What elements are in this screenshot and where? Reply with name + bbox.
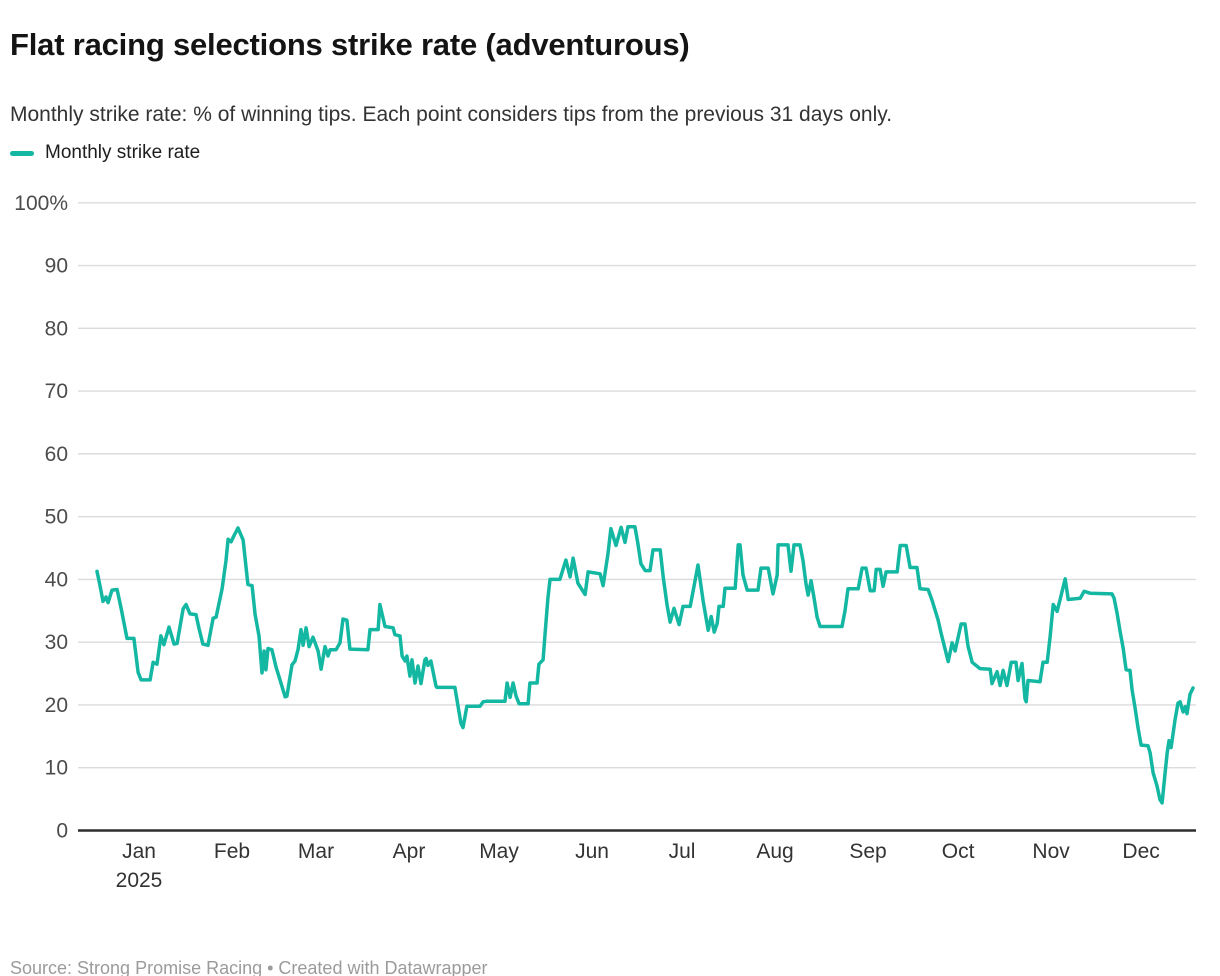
x-axis-month-label: May <box>479 840 519 863</box>
page-title: Flat racing selections strike rate (adve… <box>10 26 690 62</box>
x-axis-month-label: Jul <box>669 840 696 863</box>
y-axis-tick-label: 60 <box>45 443 68 466</box>
x-axis-year-label: 2025 <box>116 869 163 892</box>
x-axis-month-label: Sep <box>849 840 886 863</box>
y-axis-tick-label: 10 <box>45 757 68 780</box>
legend: Monthly strike rate <box>10 142 200 164</box>
x-axis-month-label: Mar <box>298 840 334 863</box>
x-axis-month-label: Jun <box>575 840 609 863</box>
y-axis-tick-label: 80 <box>45 317 68 340</box>
y-axis-tick-label: 100% <box>14 192 68 215</box>
legend-item-label: Monthly strike rate <box>45 142 201 163</box>
x-axis-month-label: Oct <box>942 840 975 863</box>
x-axis-month-label: Feb <box>214 840 250 863</box>
x-axis-month-label: Dec <box>1122 840 1159 863</box>
x-axis-month-label: Jan <box>122 840 156 863</box>
x-axis-month-label: Apr <box>393 840 426 863</box>
y-axis-tick-label: 0 <box>56 820 68 843</box>
x-axis-month-label: Aug <box>756 840 793 863</box>
source-attribution: Source: Strong Promise Racing • Created … <box>10 958 488 976</box>
y-axis-tick-label: 50 <box>45 506 68 529</box>
y-axis-tick-label: 90 <box>45 255 68 278</box>
y-axis-tick-label: 70 <box>45 380 68 403</box>
y-axis-tick-label: 30 <box>45 631 68 654</box>
page-subtitle: Monthly strike rate: % of winning tips. … <box>10 103 893 126</box>
legend-swatch-line-icon <box>10 150 34 156</box>
y-axis-tick-label: 40 <box>45 568 68 591</box>
y-axis-tick-label: 20 <box>45 694 68 717</box>
x-axis-month-label: Nov <box>1032 840 1070 863</box>
strike-rate-line-series[interactable] <box>95 524 1195 805</box>
